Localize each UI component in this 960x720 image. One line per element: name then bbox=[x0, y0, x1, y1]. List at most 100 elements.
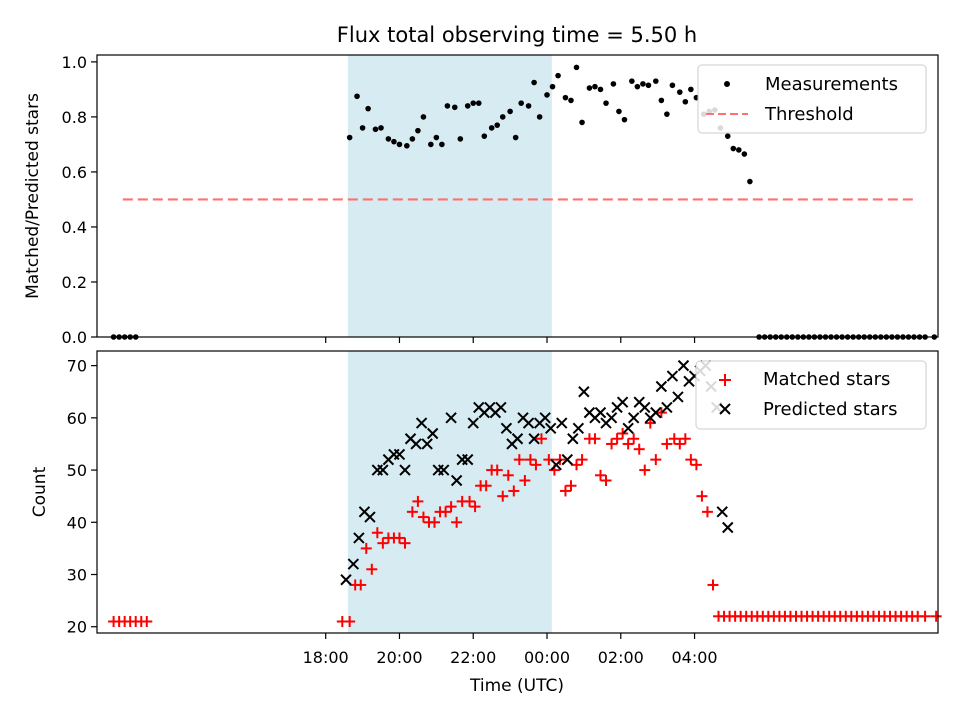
measurement-point bbox=[658, 97, 665, 104]
measurement-point bbox=[730, 145, 737, 152]
predicted-star-point bbox=[544, 422, 557, 434]
matched-star-point bbox=[655, 407, 667, 419]
measurement-point bbox=[664, 111, 670, 117]
matched-star-point bbox=[930, 610, 942, 622]
predicted-star-point bbox=[605, 412, 618, 424]
matched-star-point bbox=[519, 475, 531, 487]
predicted-star-point bbox=[364, 511, 376, 523]
matched-star-point bbox=[696, 490, 708, 502]
predicted-star-point bbox=[627, 412, 640, 424]
predicted-star-point bbox=[347, 558, 360, 570]
matched-star-point bbox=[480, 480, 492, 492]
measurement-point bbox=[346, 134, 353, 141]
x-tick-label: 00:00 bbox=[524, 648, 570, 667]
measurement-point bbox=[573, 64, 580, 71]
measurement-point bbox=[385, 136, 392, 142]
matched-star-point bbox=[668, 433, 680, 445]
predicted-star-point bbox=[655, 380, 668, 393]
measurement-point bbox=[378, 125, 384, 131]
matched-star-point bbox=[451, 516, 463, 528]
measurement-point bbox=[481, 133, 488, 139]
predicted-star-point bbox=[666, 370, 679, 382]
predicted-star-point bbox=[426, 427, 439, 440]
matched-star-point bbox=[707, 579, 719, 591]
predicted-star-point bbox=[650, 406, 662, 419]
matched-star-point bbox=[393, 532, 405, 544]
bottom-y-tick-label: 40 bbox=[67, 513, 87, 532]
predicted-star-point bbox=[661, 401, 673, 414]
predicted-star-point bbox=[550, 459, 562, 471]
measurement-point bbox=[359, 125, 366, 131]
predicted-star-point bbox=[622, 422, 634, 434]
matched-star-point bbox=[469, 501, 481, 513]
top-y-axis: 0.0 0.2 0.4 0.6 0.8 1.0 bbox=[62, 53, 97, 347]
matched-star-point bbox=[513, 454, 525, 466]
measurement-point bbox=[747, 178, 753, 185]
matched-star-point bbox=[674, 438, 686, 450]
predicted-star-point bbox=[377, 464, 389, 476]
x-tick-label: 18:00 bbox=[303, 648, 349, 667]
matched-star-point bbox=[502, 469, 514, 481]
matched-star-point bbox=[406, 506, 418, 518]
measurement-point bbox=[415, 127, 421, 134]
bottom-y-tick-label: 50 bbox=[67, 461, 87, 480]
matched-star-point bbox=[571, 459, 583, 471]
predicted-star-point bbox=[567, 433, 579, 445]
x-axis-label: Time (UTC) bbox=[469, 676, 564, 696]
predicted-star-point bbox=[340, 574, 352, 586]
matched-star-point bbox=[606, 438, 618, 450]
predicted-star-point bbox=[677, 359, 690, 372]
matched-star-point bbox=[690, 459, 702, 471]
bottom-plot-area bbox=[108, 359, 942, 628]
legend-measurements-marker bbox=[724, 81, 730, 87]
measurement-point bbox=[640, 81, 646, 87]
predicted-star-point bbox=[561, 453, 574, 466]
predicted-star-point bbox=[511, 433, 524, 445]
predicted-star-point bbox=[578, 386, 590, 398]
measurement-point bbox=[736, 147, 742, 153]
matched-star-point bbox=[661, 438, 673, 450]
bottom-shaded-observing-window bbox=[347, 351, 552, 633]
measurement-point bbox=[579, 119, 585, 126]
top-y-tick-label: 0.8 bbox=[62, 108, 87, 127]
predicted-star-point bbox=[438, 464, 450, 476]
measurement-point bbox=[507, 108, 513, 115]
top-y-tick-label: 0.6 bbox=[62, 163, 87, 182]
bottom-legend: Matched stars Predicted stars bbox=[695, 360, 927, 430]
measurement-point bbox=[586, 85, 593, 91]
x-tick-label: 02:00 bbox=[598, 648, 644, 667]
matched-star-point bbox=[497, 490, 509, 502]
bottom-y-tick-label: 70 bbox=[67, 357, 87, 376]
matched-star-point bbox=[685, 454, 697, 466]
measurement-point bbox=[372, 126, 379, 133]
measurement-point bbox=[634, 83, 641, 90]
matched-star-point bbox=[589, 433, 601, 445]
measurement-point bbox=[470, 100, 477, 106]
matched-star-point bbox=[639, 464, 651, 476]
measurement-point bbox=[365, 105, 371, 112]
legend-measurements-label: Measurements bbox=[765, 74, 898, 95]
matched-star-point bbox=[412, 495, 424, 507]
matched-star-point bbox=[644, 417, 656, 429]
matched-star-point bbox=[366, 563, 378, 575]
measurement-point bbox=[682, 98, 689, 105]
measurement-point bbox=[488, 125, 495, 131]
measurement-point bbox=[518, 100, 524, 106]
bottom-y-axis: 20 30 40 50 60 70 bbox=[67, 357, 97, 637]
matched-star-point bbox=[650, 454, 662, 466]
predicted-star-point bbox=[716, 506, 728, 518]
predicted-star-point bbox=[522, 417, 535, 429]
matched-star-point bbox=[576, 454, 588, 466]
predicted-star-point bbox=[467, 417, 479, 429]
measurement-point bbox=[549, 83, 556, 90]
matched-star-point bbox=[622, 438, 634, 450]
measurement-point bbox=[439, 141, 445, 148]
predicted-star-point bbox=[722, 521, 734, 534]
measurement-point bbox=[433, 134, 440, 141]
predicted-star-point bbox=[410, 438, 422, 450]
predicted-star-point bbox=[556, 417, 568, 429]
measurement-point bbox=[616, 108, 622, 115]
measurement-point bbox=[629, 78, 635, 84]
top-panel: 0.0 0.2 0.4 0.6 0.8 1.0 Flux total observing … bbox=[23, 23, 939, 347]
matched-star-point bbox=[440, 506, 452, 518]
